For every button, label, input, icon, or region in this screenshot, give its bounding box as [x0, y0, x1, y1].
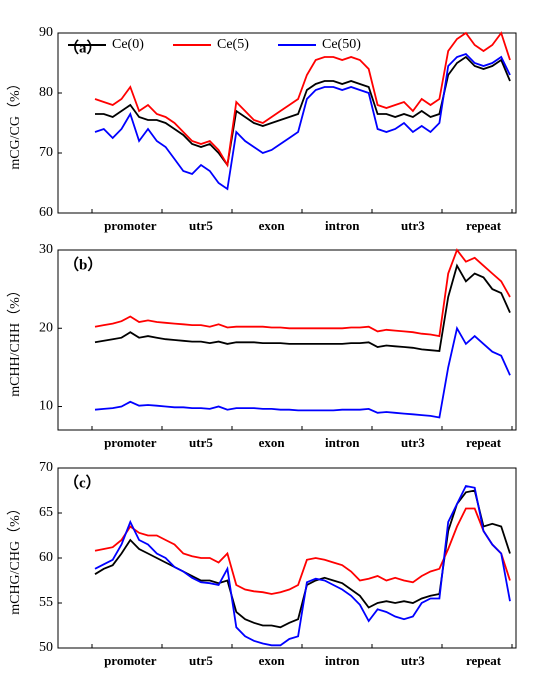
- plot-frame: [57, 32, 517, 214]
- y-tick-label: 55: [39, 595, 53, 610]
- y-axis-label: mCHG/CHG（%）: [7, 501, 23, 615]
- plot-frame: [57, 249, 517, 431]
- y-axis-label: mCG/CG（%）: [7, 76, 23, 169]
- series-line: [95, 55, 511, 168]
- x-tick-label: promoter: [104, 218, 157, 233]
- y-tick-label: 60: [39, 205, 53, 220]
- x-tick-label: intron: [325, 435, 360, 450]
- y-tick-label: 70: [39, 460, 53, 475]
- x-tick-label: repeat: [466, 435, 502, 450]
- x-tick-label: utr5: [189, 218, 213, 233]
- y-tick-label: 90: [39, 25, 53, 40]
- y-tick-label: 60: [39, 550, 53, 565]
- x-tick-label: utr3: [401, 653, 425, 668]
- y-tick-label: 20: [39, 320, 53, 335]
- x-tick-label: exon: [259, 653, 286, 668]
- x-tick-label: utr5: [189, 435, 213, 450]
- x-tick-label: utr3: [401, 435, 425, 450]
- series-line: [94, 325, 511, 419]
- series-line: [94, 248, 511, 338]
- y-tick-label: 80: [39, 85, 53, 100]
- x-tick-label: repeat: [466, 653, 502, 668]
- panel-label: （a）: [64, 38, 102, 56]
- series-line: [94, 507, 511, 595]
- y-tick-label: 65: [39, 505, 53, 520]
- panel-label: （b）: [64, 255, 102, 273]
- series-line: [94, 484, 511, 647]
- y-axis-label: mCHH/CHH（%）: [7, 283, 23, 397]
- x-tick-label: exon: [259, 218, 286, 233]
- panel-label: （c）: [64, 473, 101, 491]
- x-tick-label: promoter: [104, 653, 157, 668]
- x-tick-label: intron: [325, 218, 360, 233]
- x-tick-label: utr3: [401, 218, 425, 233]
- x-tick-label: utr5: [189, 653, 213, 668]
- x-tick-label: exon: [259, 435, 286, 450]
- plot-frame: [57, 467, 517, 649]
- series-line: [94, 263, 511, 352]
- y-tick-label: 50: [39, 640, 53, 655]
- legend-label: Ce(0): [112, 37, 144, 52]
- y-tick-label: 70: [39, 145, 53, 160]
- legend-label: Ce(50): [322, 37, 361, 52]
- legend-label: Ce(5): [217, 37, 249, 52]
- x-tick-label: promoter: [104, 435, 157, 450]
- y-tick-label: 10: [39, 399, 53, 414]
- y-tick-label: 30: [39, 242, 53, 257]
- x-tick-label: repeat: [466, 218, 502, 233]
- series-line: [94, 52, 511, 191]
- series-line: [94, 31, 511, 168]
- x-tick-label: intron: [325, 653, 360, 668]
